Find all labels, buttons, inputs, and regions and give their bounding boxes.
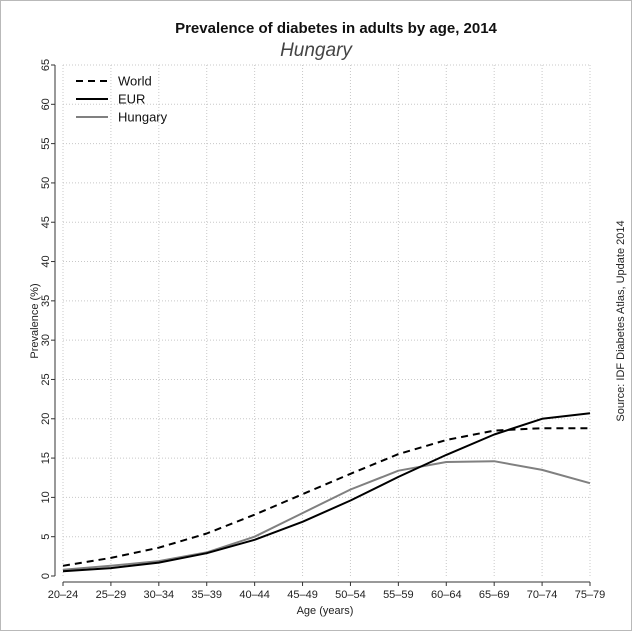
series-line-eur — [62, 412, 591, 573]
x-tick-labels: 20–24 25–29 30–34 35–39 40–44 45–49 50–54 55–59… — [48, 582, 606, 601]
x-tick-label: 60–64 — [431, 589, 462, 601]
grid-lines — [62, 64, 591, 576]
legend-label-hungary: Hungary — [118, 110, 168, 125]
x-tick-label: 70–74 — [527, 589, 558, 601]
y-tick-label: 40 — [40, 255, 52, 267]
x-tick-label: 75–79 — [575, 589, 606, 601]
series-lines — [62, 412, 591, 573]
chart-title: Prevalence of diabetes in adults by age,… — [175, 20, 497, 37]
y-tick-label: 10 — [40, 491, 52, 503]
x-tick-label: 55–59 — [383, 589, 414, 601]
legend: World EUR Hungary — [76, 74, 168, 125]
y-tick-label: 60 — [40, 98, 52, 110]
y-tick-label: 20 — [40, 413, 52, 425]
y-tick-label: 15 — [40, 452, 52, 464]
y-tick-label: 65 — [40, 59, 52, 71]
y-tick-label: 35 — [40, 295, 52, 307]
y-tick-label: 55 — [40, 137, 52, 149]
y-tick-label: 30 — [40, 334, 52, 346]
y-tick-label: 0 — [40, 573, 52, 579]
y-tick-label: 45 — [40, 216, 52, 228]
chart-subtitle: Hungary — [280, 40, 353, 61]
x-axis-label: Age (years) — [297, 605, 354, 617]
y-axis-label: Prevalence (%) — [29, 283, 41, 358]
y-tick-label: 50 — [40, 177, 52, 189]
x-tick-label: 25–29 — [96, 589, 127, 601]
x-tick-label: 65–69 — [479, 589, 510, 601]
y-tick-label: 25 — [40, 373, 52, 385]
x-tick-label: 45–49 — [287, 589, 318, 601]
legend-label-world: World — [118, 74, 152, 89]
series-line-hungary — [62, 460, 591, 571]
y-tick-label: 5 — [40, 534, 52, 540]
y-tick-labels: 0 5 10 15 20 25 30 35 40 45 50 55 60 65 — [40, 59, 55, 579]
legend-label-eur: EUR — [118, 92, 145, 107]
source-note: Source: IDF Diabetes Atlas, Update 2014 — [615, 220, 627, 421]
x-tick-label: 50–54 — [335, 589, 366, 601]
x-tick-label: 40–44 — [239, 589, 270, 601]
x-tick-label: 20–24 — [48, 589, 79, 601]
x-tick-label: 30–34 — [144, 589, 175, 601]
x-tick-label: 35–39 — [191, 589, 222, 601]
axes — [54, 65, 590, 583]
series-line-world — [62, 427, 590, 567]
